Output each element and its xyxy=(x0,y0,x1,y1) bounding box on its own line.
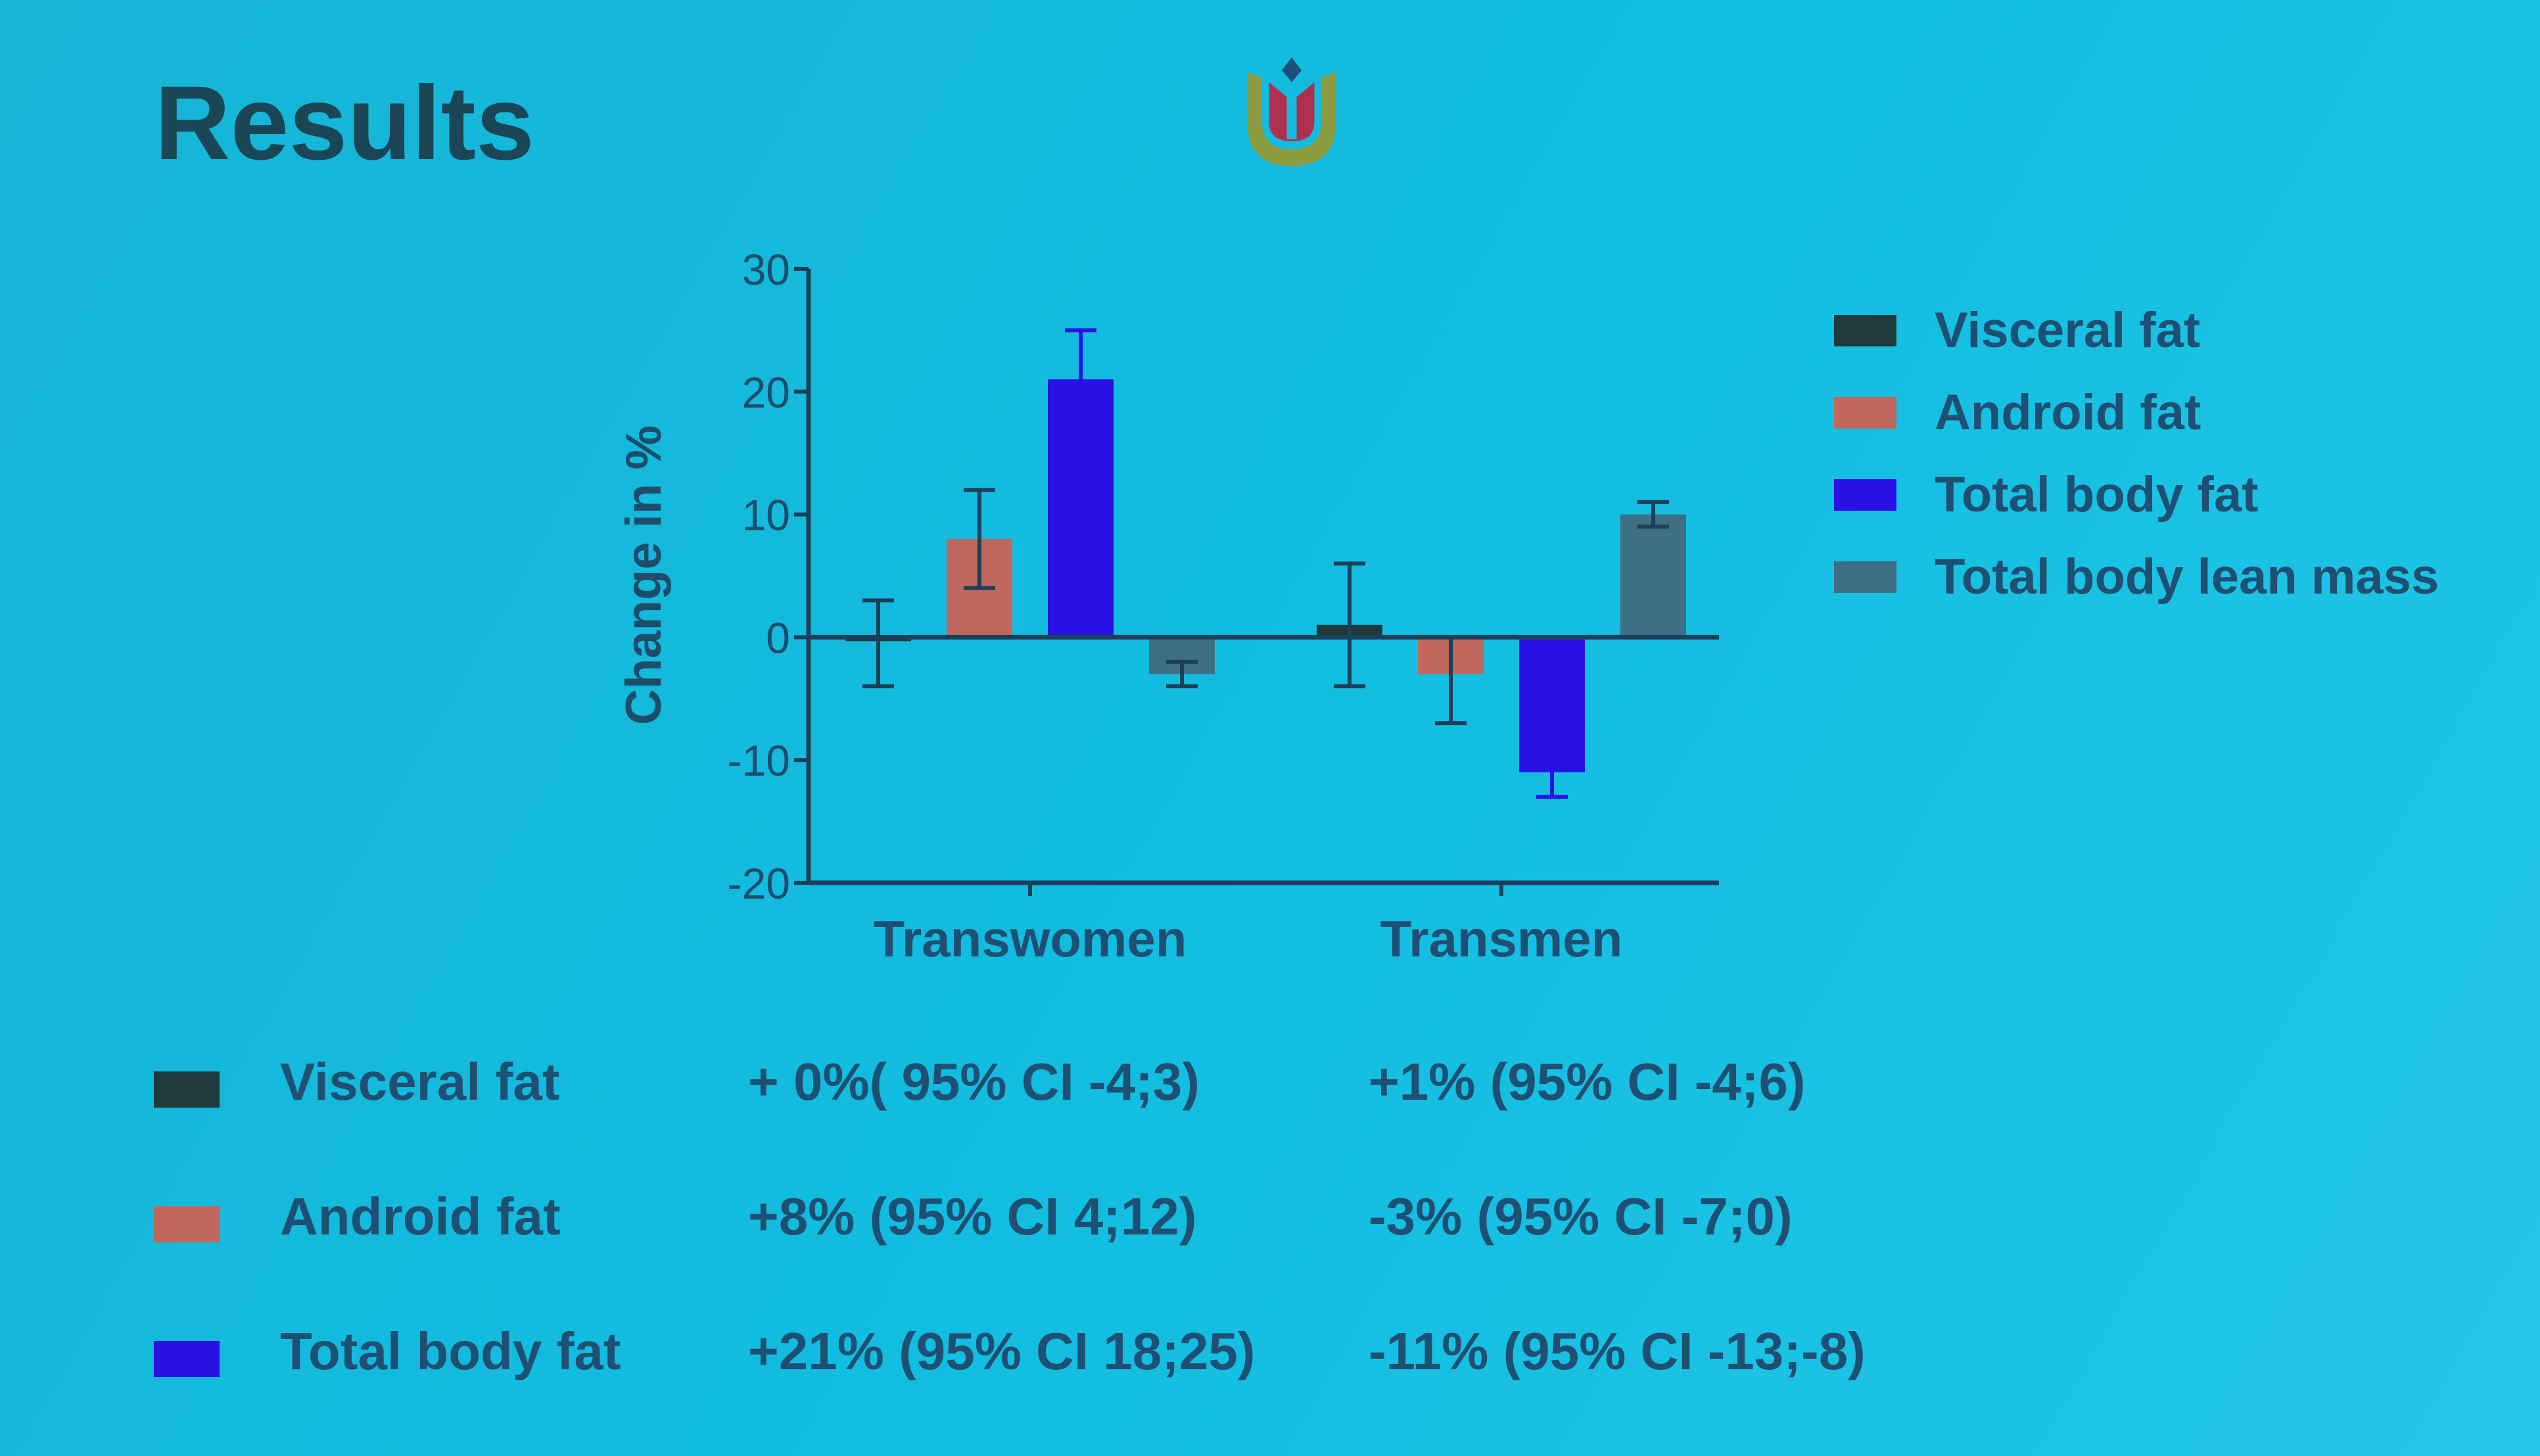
bar-total-body-lean-mass xyxy=(1620,514,1686,638)
row-swatch xyxy=(154,1071,220,1108)
table-row: Total body fat +21% (95% CI 18;25) -11% (9… xyxy=(154,1321,2455,1456)
transwomen-value: +8% (95% CI 4;12) xyxy=(748,1187,1197,1246)
y-tick-label: 20 xyxy=(742,368,790,417)
legend-item: Visceral fat xyxy=(1834,289,2537,371)
legend-swatch xyxy=(1834,396,1896,429)
table-row: Visceral fat + 0%( 95% CI -4;3) +1% (95% C… xyxy=(154,1052,2455,1186)
y-tick-label: 30 xyxy=(742,245,790,294)
table-row: Android fat +8% (95% CI 4;12) -3% (95% CI … xyxy=(154,1186,2455,1321)
transmen-value: -11% (95% CI -13;-8) xyxy=(1369,1322,1866,1380)
transmen-value: -3% (95% CI -7;0) xyxy=(1369,1187,1793,1246)
legend-label: Android fat xyxy=(1935,385,2201,440)
bar-total-body-fat xyxy=(1048,379,1114,638)
university-logo xyxy=(1247,57,1336,166)
legend-swatch xyxy=(1834,314,1896,346)
row-swatch xyxy=(154,1341,220,1377)
legend-label: Visceral fat xyxy=(1935,302,2201,358)
legend-item: Total body lean mass xyxy=(1834,536,2537,618)
transmen-value: +1% (95% CI -4;6) xyxy=(1369,1052,1806,1111)
y-tick-label: -20 xyxy=(728,859,790,908)
legend-item: Total body fat xyxy=(1834,454,2537,536)
category-label: Transmen xyxy=(1380,910,1622,968)
slide-title: Results xyxy=(154,64,534,181)
y-tick-label: 10 xyxy=(742,491,790,540)
row-swatch xyxy=(154,1206,220,1242)
legend-item: Android fat xyxy=(1834,371,2537,454)
transwomen-value: +21% (95% CI 18;25) xyxy=(748,1322,1256,1380)
chart-legend: Visceral fat Android fat Total body fat Tot… xyxy=(1834,289,2537,618)
legend-swatch xyxy=(1834,561,1896,593)
y-tick-label: -10 xyxy=(728,736,790,785)
y-axis-label: Change in % xyxy=(616,425,672,725)
row-label: Total body fat xyxy=(280,1322,621,1380)
row-label: Android fat xyxy=(280,1187,561,1246)
category-label: Transwomen xyxy=(874,910,1187,968)
row-label: Visceral fat xyxy=(280,1052,560,1111)
legend-label: Total body fat xyxy=(1935,467,2259,523)
results-table: Visceral fat + 0%( 95% CI -4;3) +1% (95% C… xyxy=(154,1052,2455,1456)
legend-swatch xyxy=(1834,479,1896,511)
legend-label: Total body lean mass xyxy=(1935,549,2439,605)
y-tick-label: 0 xyxy=(766,613,790,662)
transwomen-value: + 0%( 95% CI -4;3) xyxy=(748,1052,1200,1111)
